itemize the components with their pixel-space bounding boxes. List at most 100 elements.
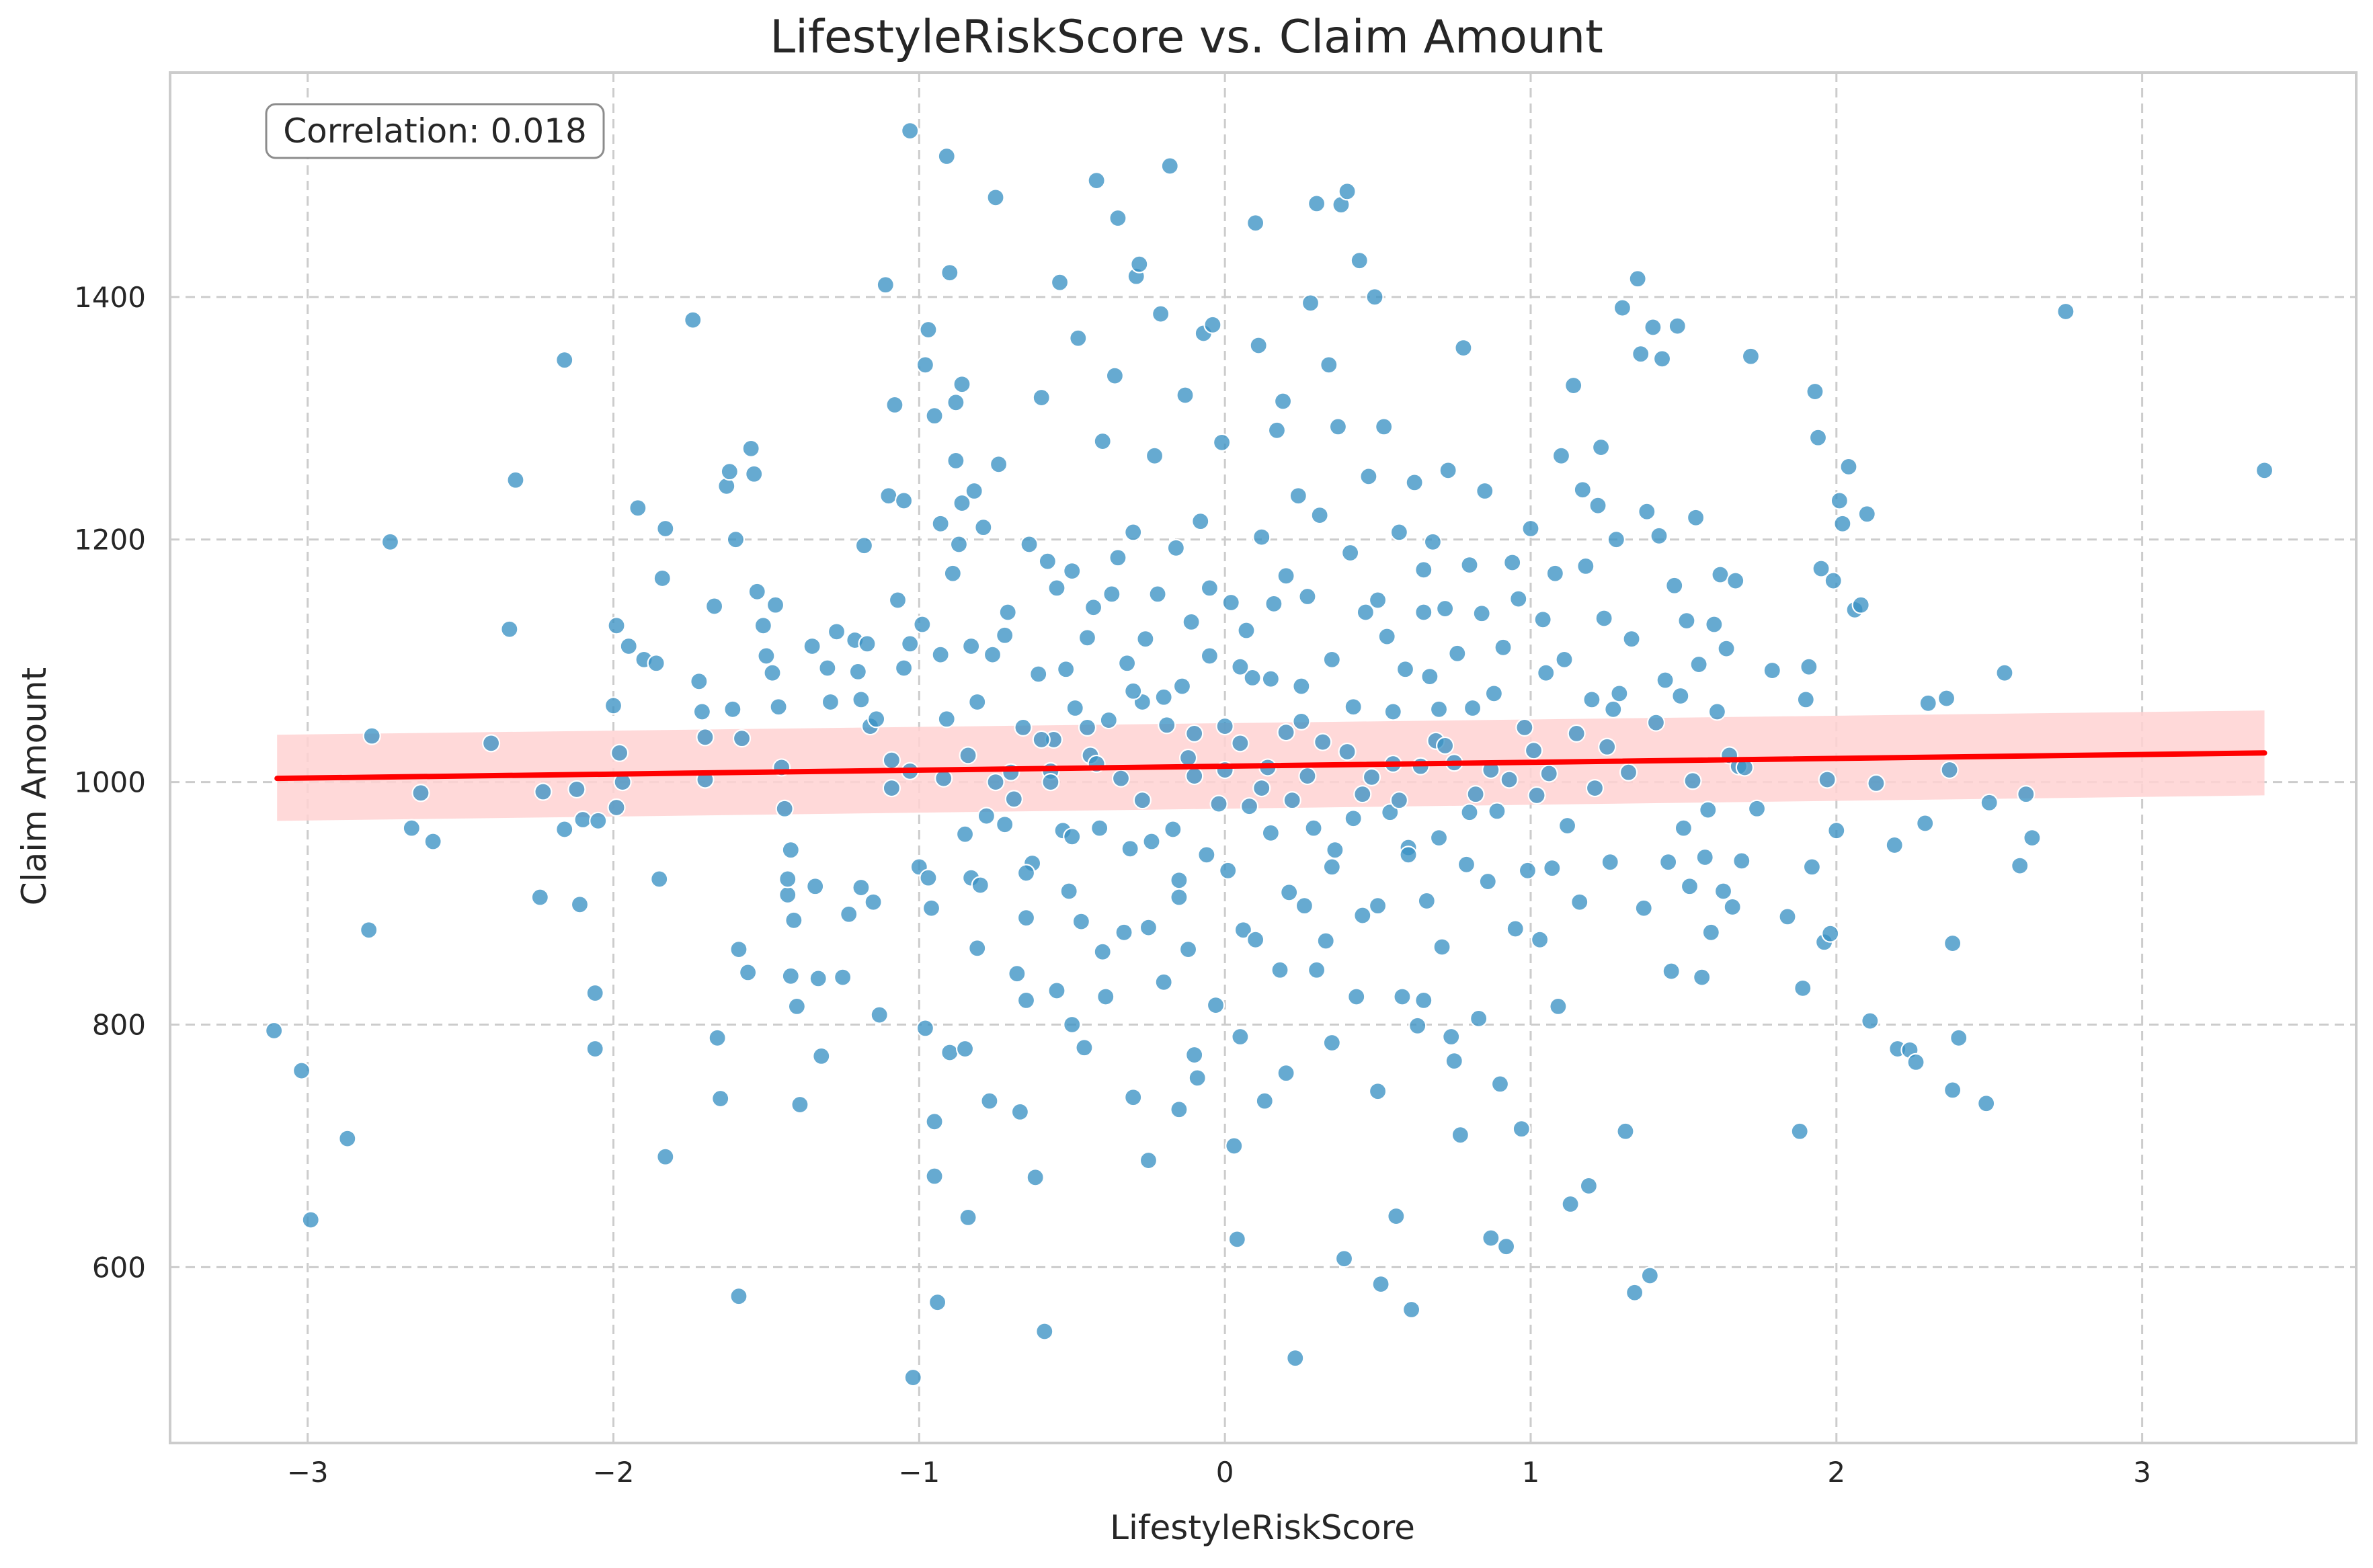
scatter-point: [1191, 512, 1210, 531]
annotation-box: [265, 103, 605, 159]
scatter-point: [301, 1210, 320, 1229]
scatter-point: [1561, 1194, 1580, 1214]
scatter-point: [937, 147, 956, 166]
scatter-point: [684, 311, 702, 329]
scatter-point: [1029, 665, 1048, 684]
scatter-point: [1573, 481, 1592, 499]
scatter-point: [1484, 684, 1503, 703]
scatter-point: [1445, 1052, 1463, 1071]
scatter-point: [1243, 668, 1262, 688]
scatter-point: [882, 779, 901, 798]
scatter-point: [947, 393, 965, 412]
scatter-point: [1109, 208, 1127, 228]
scatter-point: [1166, 538, 1185, 557]
scatter-point: [806, 877, 825, 896]
scatter-point: [1063, 827, 1082, 846]
scatter-point: [1800, 657, 1818, 676]
scatter-point: [1619, 763, 1638, 782]
scatter-point: [1200, 579, 1219, 597]
scatter-point: [781, 841, 800, 860]
scatter-point: [1350, 251, 1369, 270]
scatter-point: [1264, 594, 1283, 613]
scatter-point: [1322, 1033, 1341, 1053]
scatter-point: [1016, 909, 1036, 927]
scatter-point: [1344, 809, 1363, 828]
scatter-point: [1628, 270, 1647, 288]
scatter-point: [589, 811, 608, 830]
scatter-point: [1188, 1069, 1207, 1087]
scatter-point: [1304, 819, 1323, 837]
scatter-point: [1393, 987, 1412, 1006]
scatter-point: [402, 819, 421, 837]
scatter-point: [1476, 481, 1494, 501]
scatter-point: [1255, 1091, 1274, 1110]
scatter-point: [1371, 1275, 1390, 1294]
x-tick-label: 2: [1827, 1456, 1845, 1489]
scatter-point: [1977, 1094, 1996, 1113]
scatter-point: [754, 616, 772, 635]
scatter-points: [265, 122, 2274, 1387]
scatter-point: [931, 645, 950, 664]
scatter-point: [1463, 698, 1482, 718]
scatter-point: [1839, 457, 1858, 477]
scatter-point: [1359, 467, 1378, 486]
scatter-point: [1387, 1206, 1406, 1226]
x-tick-label: −2: [593, 1456, 635, 1489]
scatter-point: [959, 746, 977, 765]
scatter-point: [1460, 555, 1479, 575]
scatter-point: [647, 654, 666, 673]
scatter-point: [1585, 779, 1605, 798]
scatter-point: [1806, 382, 1824, 401]
scatter-point: [867, 710, 886, 729]
scatter-point: [968, 692, 987, 712]
scatter-point: [894, 659, 914, 677]
scatter-point: [1124, 523, 1143, 542]
scatter-point: [1109, 548, 1127, 567]
scatter-point: [708, 1028, 727, 1047]
scatter-point: [848, 662, 867, 681]
scatter-point: [1539, 764, 1558, 783]
scatter-point: [1470, 1009, 1488, 1028]
scatter-point: [787, 997, 806, 1016]
scatter-point: [1472, 604, 1491, 623]
scatter-point: [1674, 819, 1693, 837]
scatter-point: [962, 636, 981, 656]
scatter-point: [1671, 686, 1690, 706]
scatter-point: [1714, 882, 1733, 901]
scatter-point: [1390, 523, 1408, 542]
scatter-point: [1919, 694, 1937, 712]
scatter-point: [1016, 864, 1036, 882]
scatter-point: [607, 798, 626, 817]
scatter-point: [1644, 318, 1662, 337]
scatter-point: [1133, 791, 1152, 810]
scatter-point: [1090, 819, 1109, 837]
scatter-point: [1625, 1283, 1644, 1302]
scatter-point: [1518, 861, 1537, 880]
scatter-point: [1158, 716, 1176, 735]
scatter-point: [818, 659, 837, 677]
scatter-point: [1136, 630, 1155, 649]
scatter-point: [1707, 702, 1727, 721]
scatter-point: [1867, 774, 1886, 792]
scatter-point: [1084, 598, 1103, 617]
scatter-point: [1717, 639, 1736, 658]
scatter-point: [705, 597, 724, 616]
scatter-point: [882, 751, 901, 770]
scatter-point: [1377, 627, 1396, 646]
scatter-point: [940, 263, 959, 282]
scatter-point: [858, 634, 877, 653]
scatter-point: [1280, 883, 1299, 902]
scatter-point: [1298, 587, 1317, 606]
scatter-point: [1154, 973, 1173, 991]
scatter-point: [1249, 336, 1268, 355]
scatter-point: [1277, 567, 1295, 585]
scatter-point: [1851, 595, 1870, 614]
scatter-point: [922, 899, 941, 917]
scatter-point: [1405, 473, 1424, 492]
scatter-point: [1613, 298, 1632, 317]
correlation-text: Correlation: 0.018: [283, 112, 587, 151]
scatter-point: [1035, 1322, 1054, 1341]
scatter-point: [1693, 968, 1712, 987]
scatter-point: [919, 868, 938, 887]
scatter-point: [803, 636, 821, 656]
